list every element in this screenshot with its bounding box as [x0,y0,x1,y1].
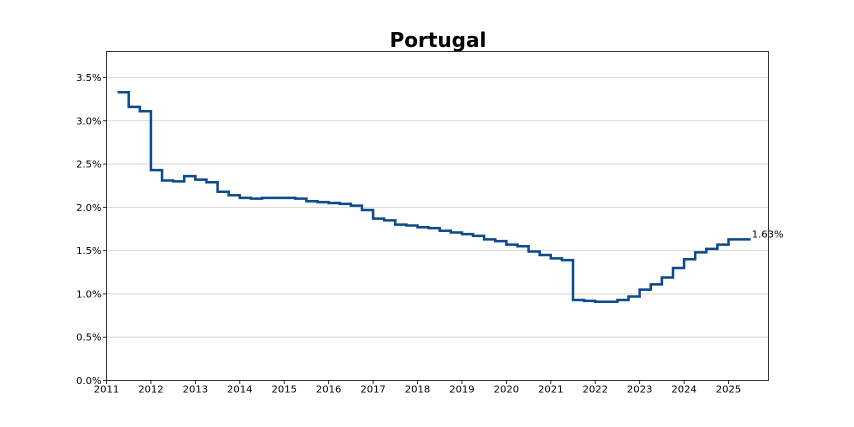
plot-series [117,90,751,303]
x-axis: 2011 2012 2013 2014 2015 2016 2017 2018 2019 2020… [94,380,741,396]
y-tick-label: 2.0% [76,203,101,214]
y-tick-label: 0.5% [76,333,101,344]
chart-title: Portugal [390,28,487,52]
y-tick-label: 3.0% [76,116,101,127]
x-tick-label: 2019 [449,385,474,396]
grid-lines [106,77,769,338]
x-tick-label: 2014 [227,385,252,396]
x-tick-label: 2016 [316,385,341,396]
x-tick-label: 2011 [94,385,119,396]
x-tick-label: 2012 [138,385,163,396]
x-tick-label: 2013 [183,385,208,396]
x-tick-label: 2021 [538,385,563,396]
x-tick-label: 2023 [627,385,652,396]
y-axis: 0.0% 0.5% 1.0% 1.5% 2.0% 2.5% 3.0% 3.5% [76,73,107,387]
x-tick-label: 2015 [271,385,296,396]
y-tick-label: 1.0% [76,289,101,300]
y-tick-label: 0.0% [76,376,101,387]
x-tick-label: 2024 [671,385,696,396]
y-tick-label: 3.5% [76,73,101,84]
plot-frame [106,51,769,381]
x-tick-label: 2022 [582,385,607,396]
y-tick-label: 2.5% [76,160,101,171]
series-line [117,90,751,303]
last-value-label: 1.63% [752,229,784,240]
x-tick-label: 2018 [405,385,430,396]
x-tick-label: 2025 [716,385,741,396]
y-tick-label: 1.5% [76,246,101,257]
x-tick-label: 2020 [494,385,519,396]
x-tick-label: 2017 [360,385,385,396]
